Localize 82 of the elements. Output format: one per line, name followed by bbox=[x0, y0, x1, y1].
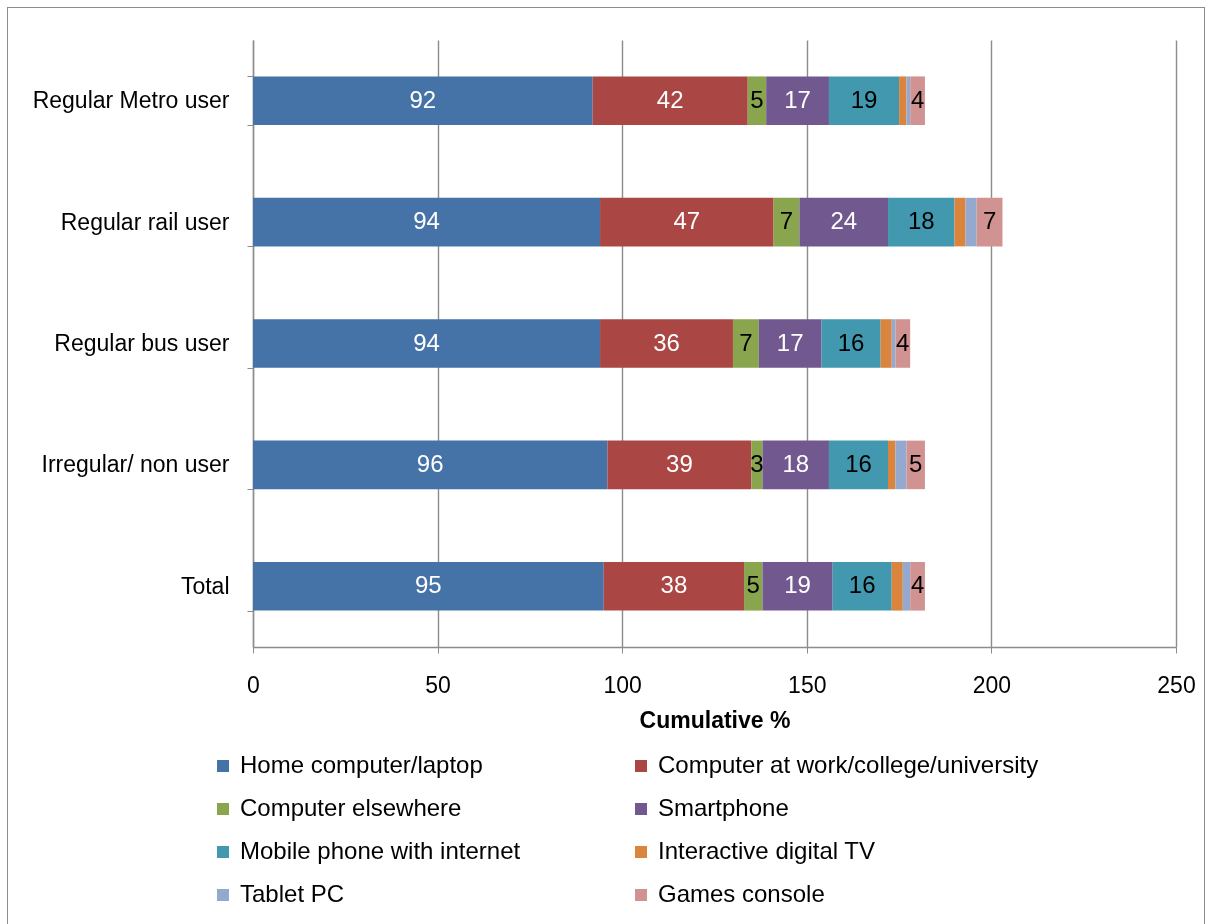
data-label: 94 bbox=[413, 207, 440, 235]
data-label: 5 bbox=[746, 571, 760, 599]
x-tick-label: 150 bbox=[788, 671, 827, 698]
bar bbox=[828, 440, 889, 490]
bar bbox=[888, 440, 896, 490]
bar bbox=[762, 440, 829, 490]
data-label: 7 bbox=[779, 207, 794, 235]
bar bbox=[758, 319, 822, 368]
bar bbox=[253, 319, 601, 368]
bar bbox=[600, 197, 774, 247]
bar bbox=[954, 197, 966, 247]
y-tick-label: Regular rail user bbox=[60, 208, 230, 235]
data-label: 7 bbox=[739, 328, 753, 356]
data-label: 4 bbox=[910, 571, 925, 599]
data-label: 95 bbox=[415, 571, 442, 599]
bar bbox=[828, 76, 900, 125]
data-label: 16 bbox=[845, 449, 872, 477]
x-axis-title: Cumulative % bbox=[639, 706, 791, 733]
bar bbox=[891, 562, 903, 611]
bar bbox=[821, 319, 881, 368]
data-label: 5 bbox=[909, 449, 923, 477]
bar bbox=[965, 197, 977, 247]
data-label: 4 bbox=[896, 328, 910, 356]
data-label: 42 bbox=[656, 85, 684, 113]
bar bbox=[888, 197, 955, 247]
y-tick-label: Regular Metro user bbox=[32, 87, 230, 114]
data-label: 7 bbox=[982, 207, 997, 235]
data-label: 47 bbox=[673, 207, 701, 235]
bar bbox=[799, 197, 889, 247]
data-label: 18 bbox=[782, 449, 810, 477]
bar bbox=[902, 562, 911, 611]
bar bbox=[880, 319, 892, 368]
bar bbox=[762, 562, 833, 611]
bar bbox=[253, 562, 604, 611]
legend-label: Mobile phone with internet bbox=[240, 837, 521, 864]
data-label: 19 bbox=[784, 571, 811, 599]
bar bbox=[607, 440, 752, 490]
bar bbox=[253, 197, 601, 247]
data-label: 18 bbox=[907, 207, 935, 235]
bar bbox=[766, 76, 829, 125]
y-tick-label: Irregular/ non user bbox=[41, 451, 230, 478]
data-label: 17 bbox=[784, 85, 811, 113]
legend-label: Computer at work/college/university bbox=[658, 751, 1039, 778]
x-tick-label: 200 bbox=[972, 671, 1012, 698]
bar bbox=[773, 197, 800, 247]
bar bbox=[600, 319, 733, 368]
data-label: 92 bbox=[409, 85, 437, 113]
data-label: 16 bbox=[837, 328, 865, 356]
y-tick-label: Total bbox=[180, 572, 230, 599]
bar bbox=[592, 76, 748, 125]
data-label: 5 bbox=[750, 85, 764, 113]
legend-label: Interactive digital TV bbox=[658, 837, 875, 864]
x-tick-label: 250 bbox=[1157, 671, 1196, 698]
data-label: 16 bbox=[848, 571, 876, 599]
legend-label: Games console bbox=[658, 880, 825, 907]
data-label: 24 bbox=[830, 207, 858, 235]
data-label: 19 bbox=[850, 85, 878, 113]
bar bbox=[976, 197, 1003, 247]
bar bbox=[253, 76, 593, 125]
legend-label: Tablet PC bbox=[240, 880, 345, 907]
data-label: 4 bbox=[910, 85, 925, 113]
bar bbox=[253, 440, 608, 490]
data-label: 94 bbox=[413, 328, 440, 356]
data-label: 39 bbox=[666, 449, 693, 477]
bar bbox=[899, 76, 907, 125]
bar bbox=[895, 440, 907, 490]
data-label: 17 bbox=[776, 328, 804, 356]
bar bbox=[603, 562, 745, 611]
bar bbox=[732, 319, 759, 368]
bar bbox=[832, 562, 892, 611]
data-label: 36 bbox=[653, 328, 680, 356]
data-label: 96 bbox=[416, 449, 444, 477]
legend-label: Home computer/laptop bbox=[240, 751, 483, 778]
data-label: 38 bbox=[660, 571, 688, 599]
bar bbox=[906, 76, 911, 125]
x-tick-label: 100 bbox=[603, 671, 642, 698]
legend-label: Smartphone bbox=[658, 794, 789, 821]
data-label: 3 bbox=[750, 449, 764, 477]
legend-label: Computer elsewhere bbox=[240, 794, 462, 821]
x-tick-label: 0 bbox=[247, 671, 260, 698]
x-tick-label: 50 bbox=[425, 671, 451, 698]
y-tick-label: Regular bus user bbox=[54, 330, 230, 356]
